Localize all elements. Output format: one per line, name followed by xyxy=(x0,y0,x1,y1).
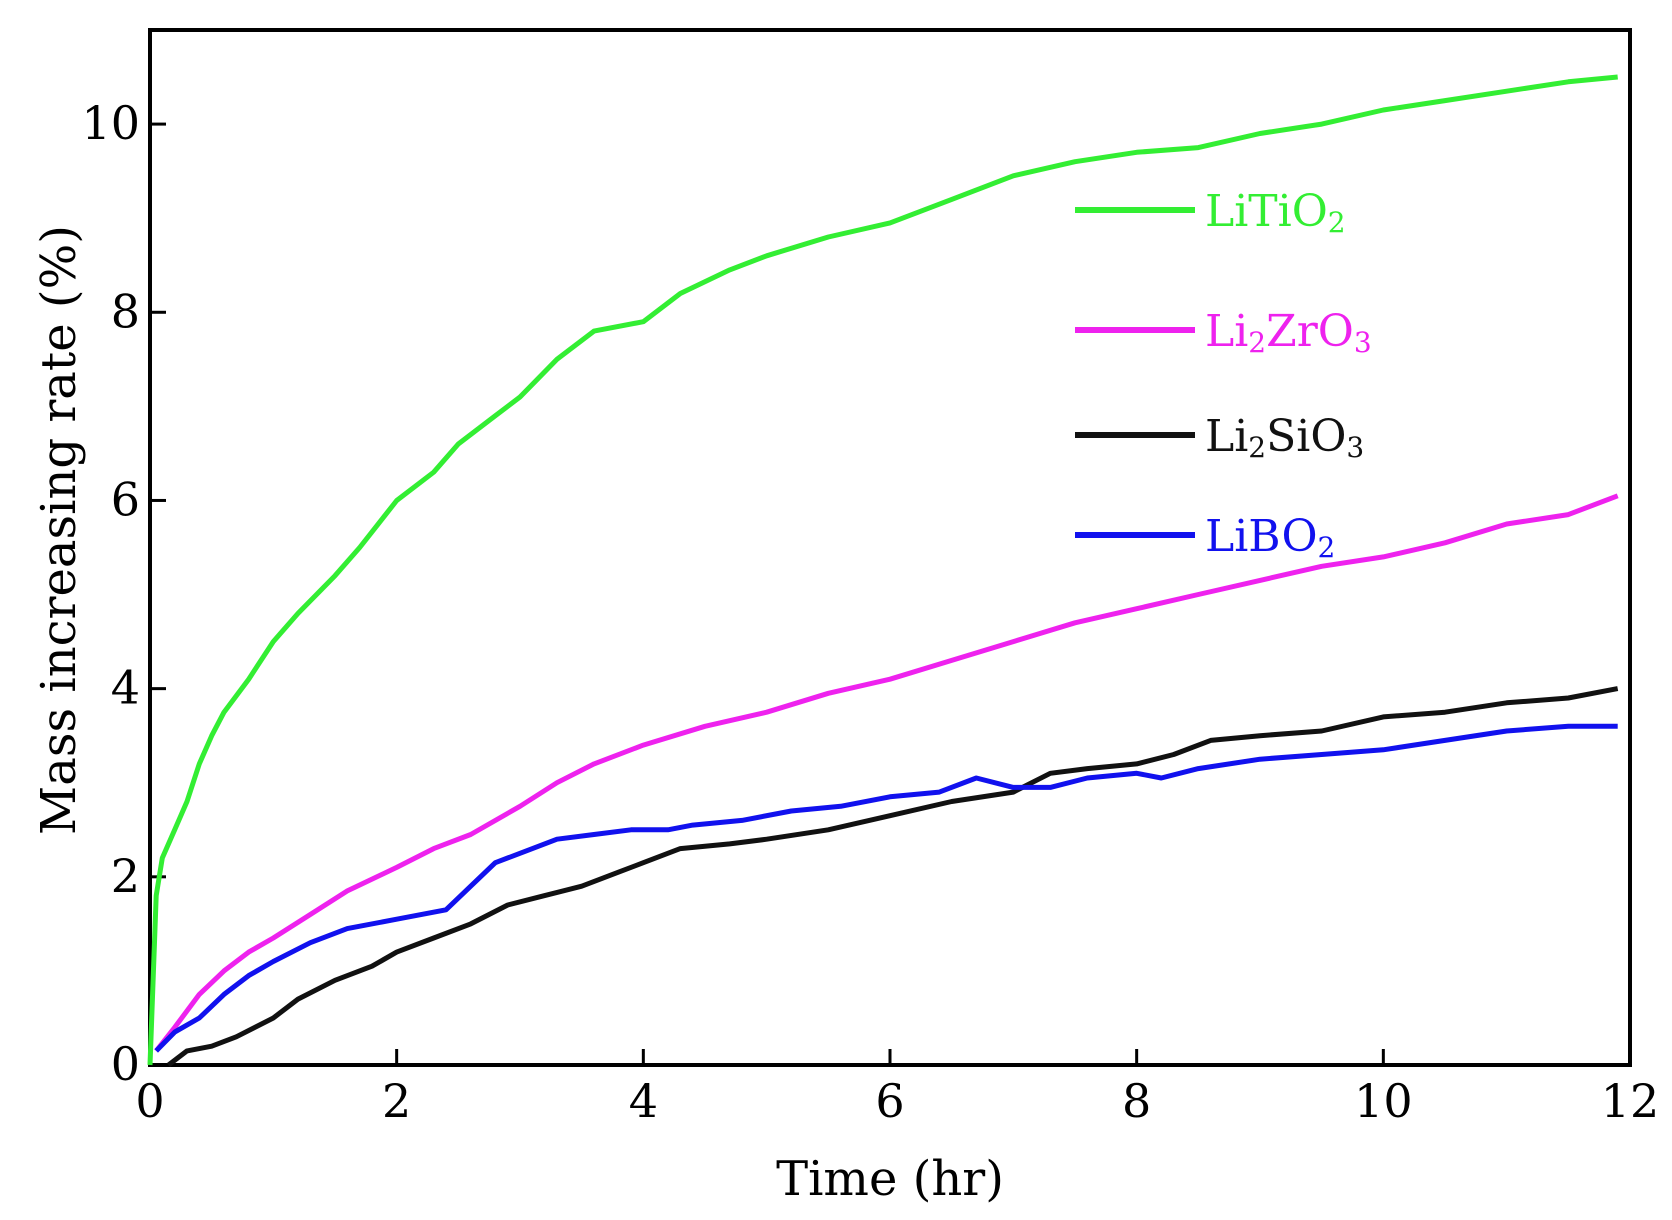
y-axis-title: Mass increasing rate (%) xyxy=(31,225,87,835)
x-tick-label: 6 xyxy=(875,1074,904,1128)
y-tick-label: 10 xyxy=(81,96,140,150)
x-tick-label: 10 xyxy=(1354,1074,1413,1128)
x-tick-label: 0 xyxy=(135,1074,164,1128)
legend: LiTiO2 Li2ZrO3 Li2SiO3 LiBO2 xyxy=(1075,186,1372,564)
y-tick-label: 4 xyxy=(111,661,140,715)
series-lines xyxy=(147,74,1619,1067)
legend-label-li2zro3: Li2ZrO3 xyxy=(1205,306,1372,359)
legend-label-libo2: LiBO2 xyxy=(1205,511,1335,564)
x-tick-label: 4 xyxy=(629,1074,658,1128)
y-tick-label: 8 xyxy=(111,284,140,338)
y-axis: 0 2 4 6 8 10 xyxy=(81,96,166,1091)
x-tick-label: 12 xyxy=(1601,1074,1660,1128)
x-tick-label: 2 xyxy=(382,1074,411,1128)
y-tick-label: 2 xyxy=(111,849,140,903)
x-axis-title: Time (hr) xyxy=(776,1151,1004,1207)
series-line-li2zro3 xyxy=(154,493,1619,1053)
series-line-libo2 xyxy=(154,723,1618,1053)
legend-label-li2sio3: Li2SiO3 xyxy=(1205,411,1364,464)
series-line-litio2 xyxy=(147,74,1618,1066)
plot-area-frame xyxy=(148,28,1632,1067)
y-tick-label: 0 xyxy=(111,1037,140,1091)
x-axis: 0 2 4 6 8 10 12 xyxy=(135,1049,1659,1128)
legend-label-litio2: LiTiO2 xyxy=(1205,186,1346,239)
x-tick-label: 8 xyxy=(1122,1074,1151,1128)
y-tick-label: 6 xyxy=(111,472,140,526)
series-line-li2sio3 xyxy=(166,686,1619,1067)
